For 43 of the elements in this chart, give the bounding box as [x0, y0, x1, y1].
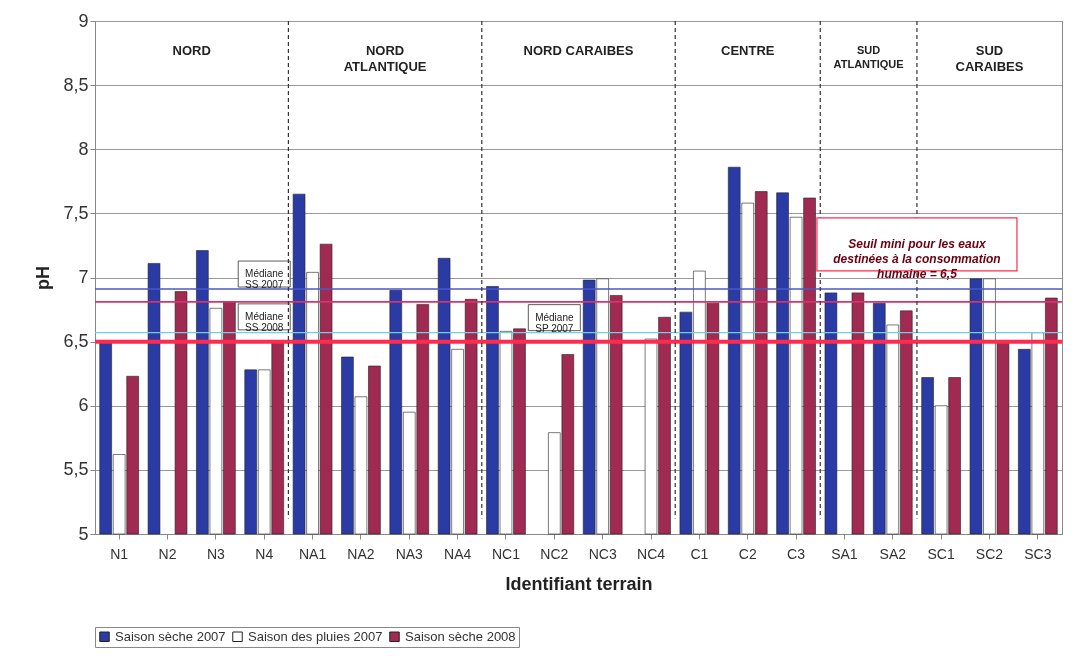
x-tick-label: NA4 [444, 545, 472, 562]
annotation: SUD CARAIBES [955, 43, 1024, 74]
x-tick-label: SA2 [879, 545, 907, 562]
y-tick-label: 6 [78, 395, 89, 416]
x-tick-label: SA1 [831, 545, 858, 562]
ref-line-label: Médiane SS 2007 [245, 268, 284, 291]
y-tick-label: 5,5 [63, 459, 89, 480]
x-tick-label: C1 [690, 545, 709, 562]
annotation: NORD [172, 43, 211, 58]
legend-label: Saison sèche 2007 [115, 628, 226, 644]
x-tick-label: NC3 [588, 545, 617, 562]
x-tick-label: C2 [738, 545, 757, 562]
x-tick-label: NC4 [637, 545, 666, 562]
x-tick-label: NC2 [540, 545, 569, 562]
ref-line-label: Médiane SS 2008 [245, 310, 284, 333]
y-tick-label: 9 [78, 10, 89, 31]
annotation: CENTRE [721, 43, 775, 58]
x-tick-label: NA1 [298, 545, 327, 562]
y-tick-label: 7,5 [63, 202, 89, 223]
x-tick-label: N1 [110, 545, 129, 562]
legend-label: Saison sèche 2008 [405, 628, 516, 644]
x-tick-label: N2 [158, 545, 177, 562]
x-axis-title: Identifiant terrain [505, 573, 653, 594]
annotation: NORD ATLANTIQUE [343, 43, 427, 74]
x-tick-label: NA2 [347, 545, 375, 562]
y-tick-label: 8 [78, 138, 89, 159]
annotation: SUD ATLANTIQUE [833, 44, 904, 70]
x-tick-label: NA3 [395, 545, 424, 562]
legend-label: Saison des pluies 2007 [248, 628, 383, 644]
x-tick-label: N4 [255, 545, 274, 562]
y-tick-label: 7 [78, 267, 89, 287]
annotation: NORD CARAIBES [523, 43, 634, 58]
annotation: Seuil mini pour les eaux destinées à la consommation humaine = 6,5 [833, 237, 1001, 282]
x-tick-label: N3 [206, 545, 226, 562]
x-tick-label: SC3 [1024, 545, 1052, 562]
x-tick-label: SC2 [975, 545, 1004, 562]
y-tick-label: 6,5 [63, 331, 89, 352]
y-tick-label: 8,5 [63, 74, 89, 95]
y-tick-label: 5 [78, 523, 89, 544]
x-tick-label: NC1 [491, 545, 521, 562]
x-tick-label: SC1 [927, 545, 955, 562]
x-tick-label: C3 [787, 545, 806, 562]
y-axis-title: pH [33, 266, 54, 290]
